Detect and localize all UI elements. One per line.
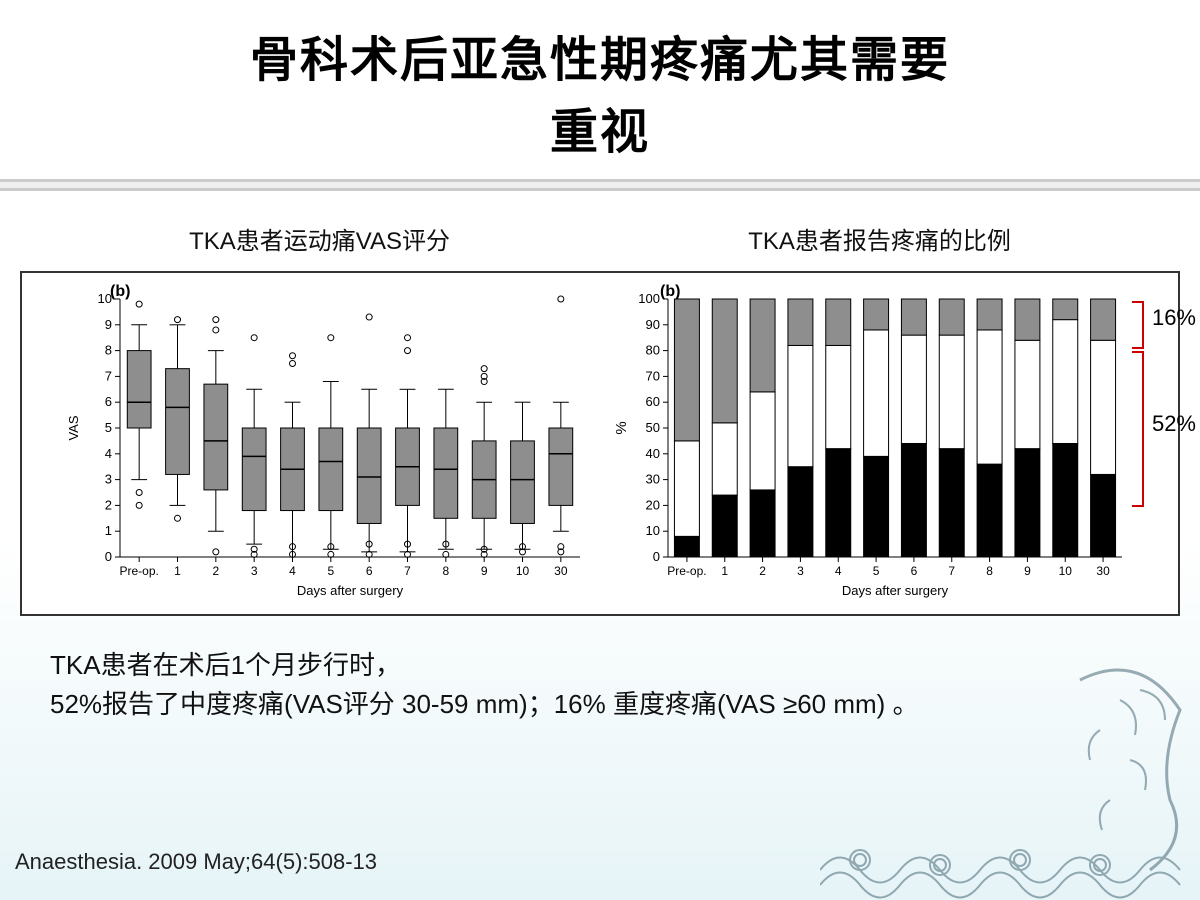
citation: Anaesthesia. 2009 May;64(5):508-13	[15, 849, 377, 875]
body-text: TKA患者在术后1个月步行时， 52%报告了中度疼痛(VAS评分 30-59 m…	[50, 646, 1150, 724]
svg-text:7: 7	[105, 368, 112, 383]
main-title-line2: 重视	[0, 97, 1200, 169]
svg-text:1: 1	[721, 564, 728, 578]
stacked-bar-chart: % 0 10 20 30 40 50 60 70 80 90 100 Pre-op. 1 2 3 4 5 6 7 8 9 1…	[610, 281, 1140, 601]
subtitle-row: TKA患者运动痛VAS评分 TKA患者报告疼痛的比例	[40, 221, 1160, 256]
svg-text:30: 30	[554, 564, 568, 578]
svg-text:70: 70	[646, 368, 660, 383]
title-block: 骨科术后亚急性期疼痛尤其需要 重视	[0, 0, 1200, 169]
svg-text:8: 8	[105, 343, 112, 358]
svg-text:0: 0	[105, 549, 112, 564]
svg-text:4: 4	[289, 564, 296, 578]
svg-text:1: 1	[174, 564, 181, 578]
bracket-moderate	[1132, 351, 1144, 507]
stacked-panel: (b) % 0 10 20 30 40 50 60 70 80 90 100 Pre-op. 1 2 3 4 5 6…	[610, 281, 1140, 606]
svg-text:3: 3	[105, 472, 112, 487]
svg-text:60: 60	[646, 394, 660, 409]
body-line1: TKA患者在术后1个月步行时，	[50, 646, 1150, 685]
svg-text:8: 8	[442, 564, 449, 578]
main-title-line1: 骨科术后亚急性期疼痛尤其需要	[0, 25, 1200, 97]
svg-text:50: 50	[646, 420, 660, 435]
svg-text:VAS: VAS	[66, 415, 81, 440]
svg-text:7: 7	[404, 564, 411, 578]
svg-text:6: 6	[105, 394, 112, 409]
body-line2: 52%报告了中度疼痛(VAS评分 30-59 mm)；16% 重度疼痛(VAS …	[50, 685, 1150, 724]
svg-text:100: 100	[638, 291, 660, 306]
svg-text:Pre-op.: Pre-op.	[667, 564, 706, 578]
svg-text:Days after surgery: Days after surgery	[842, 583, 949, 598]
svg-text:5: 5	[105, 420, 112, 435]
svg-text:10: 10	[1059, 564, 1073, 578]
subtitle-left: TKA患者运动痛VAS评分	[189, 221, 450, 256]
svg-text:3: 3	[797, 564, 804, 578]
slide: 骨科术后亚急性期疼痛尤其需要 重视 TKA患者运动痛VAS评分 TKA患者报告疼…	[0, 0, 1200, 900]
svg-text:5: 5	[873, 564, 880, 578]
bracket-severe	[1132, 301, 1144, 349]
svg-text:2: 2	[759, 564, 766, 578]
svg-text:6: 6	[366, 564, 373, 578]
svg-text:90: 90	[646, 317, 660, 332]
svg-text:4: 4	[835, 564, 842, 578]
svg-text:20: 20	[646, 497, 660, 512]
svg-text:9: 9	[1024, 564, 1031, 578]
svg-text:3: 3	[251, 564, 258, 578]
svg-text:0: 0	[653, 549, 660, 564]
callout-severe: 16%	[1152, 305, 1196, 331]
svg-text:40: 40	[646, 446, 660, 461]
svg-text:Pre-op.: Pre-op.	[119, 564, 158, 578]
panel-label-right: (b)	[660, 283, 680, 301]
callout-moderate: 52%	[1152, 411, 1196, 437]
svg-text:%: %	[613, 421, 630, 434]
svg-text:30: 30	[646, 472, 660, 487]
svg-text:9: 9	[481, 564, 488, 578]
svg-text:8: 8	[986, 564, 993, 578]
svg-text:9: 9	[105, 317, 112, 332]
title-divider	[0, 179, 1200, 191]
svg-text:30: 30	[1096, 564, 1110, 578]
svg-text:2: 2	[105, 497, 112, 512]
svg-text:5: 5	[327, 564, 334, 578]
svg-text:6: 6	[911, 564, 918, 578]
svg-text:80: 80	[646, 343, 660, 358]
boxplot-panel: (b) VAS012345678910Pre-op.1234567891030D…	[60, 281, 590, 606]
svg-text:7: 7	[948, 564, 955, 578]
svg-text:4: 4	[105, 446, 112, 461]
svg-text:10: 10	[646, 523, 660, 538]
svg-text:10: 10	[516, 564, 530, 578]
subtitle-right: TKA患者报告疼痛的比例	[748, 221, 1011, 256]
panel-label-left: (b)	[110, 283, 130, 301]
svg-text:Days after surgery: Days after surgery	[297, 583, 404, 598]
charts-container: (b) VAS012345678910Pre-op.1234567891030D…	[20, 271, 1180, 616]
svg-text:1: 1	[105, 523, 112, 538]
boxplot-chart: VAS012345678910Pre-op.1234567891030Days …	[60, 281, 590, 601]
svg-text:2: 2	[212, 564, 219, 578]
